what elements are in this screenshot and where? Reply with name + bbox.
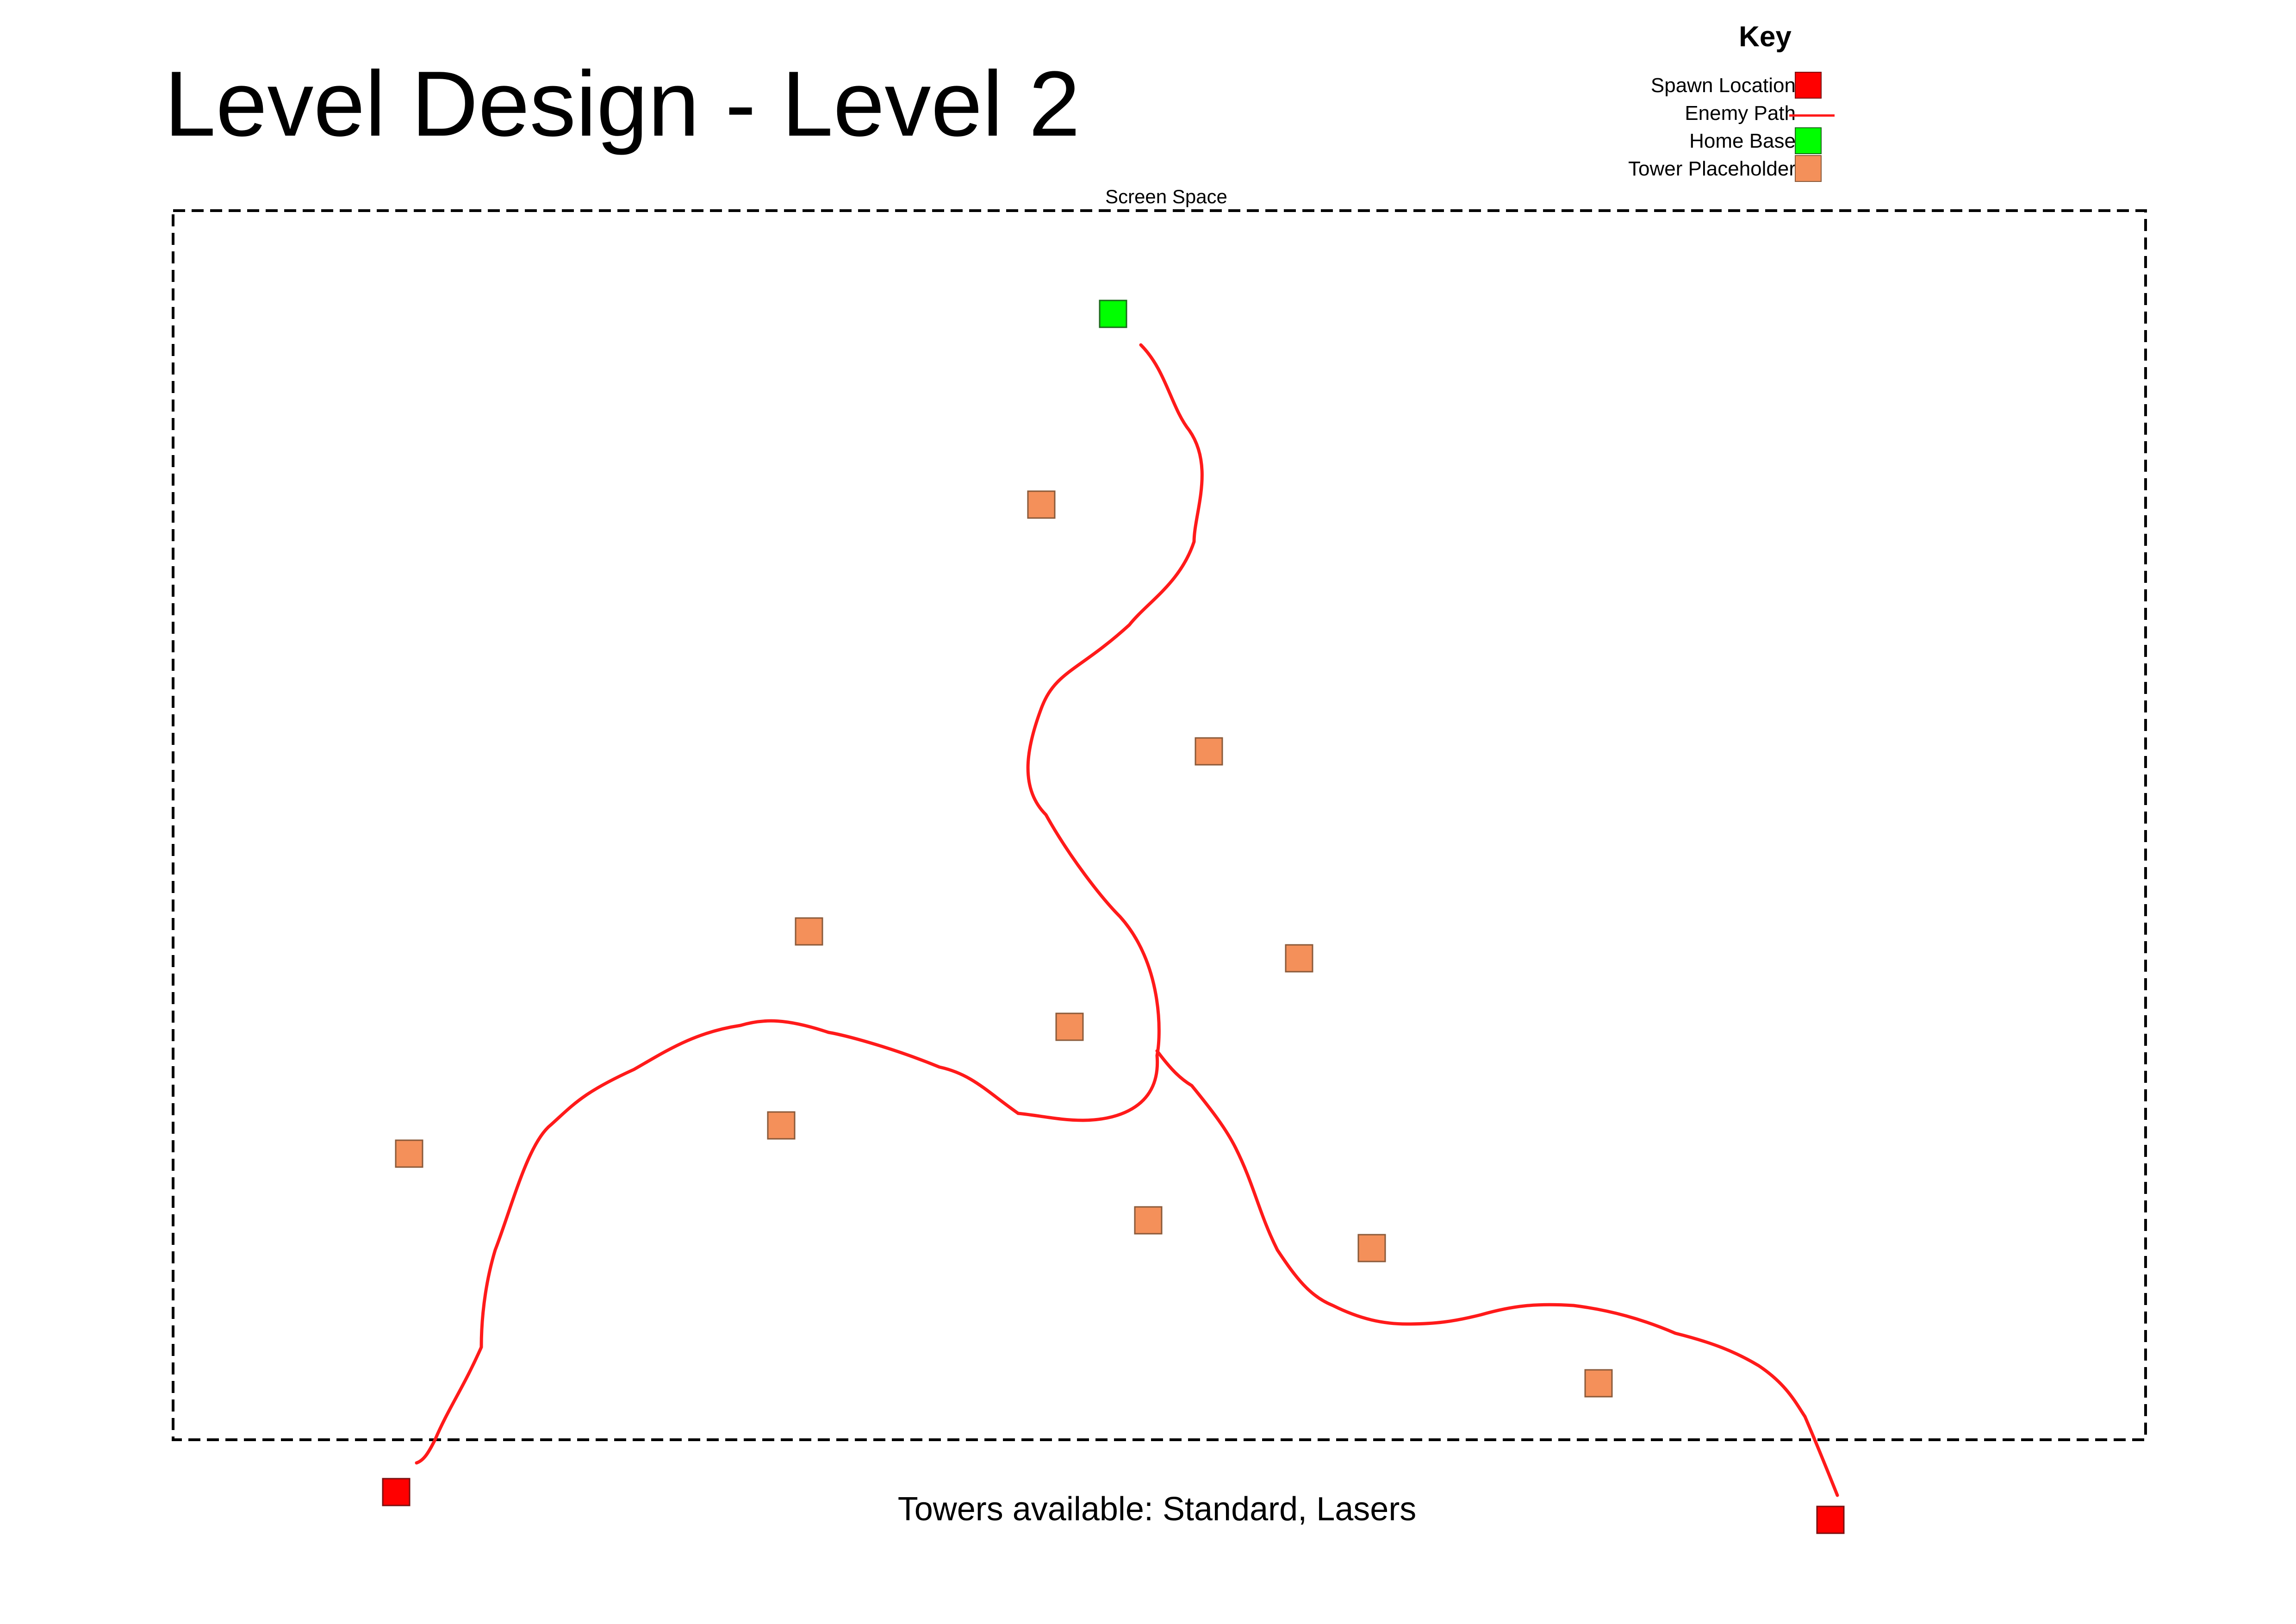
tower-placeholder [1055,1012,1084,1041]
spawn-location-left [382,1478,411,1506]
tower-placeholders [395,490,1613,1398]
tower-placeholder [395,1139,423,1168]
enemy-path-left-branch [415,1019,1020,1465]
spawn-location-right [1816,1505,1845,1534]
legend-heading: Key [1739,21,1792,53]
legend-item-home-base: Home Base [1527,127,1860,155]
tower-placeholder [767,1111,796,1140]
tower-placeholder [1357,1234,1386,1262]
legend-label: Enemy Path [1685,102,1796,125]
home-base-square-icon [1795,127,1822,154]
legend: Key Spawn Location Enemy Path Home Base … [1527,14,1860,199]
tower-placeholder [1584,1369,1613,1398]
tower-placeholder [1134,1206,1163,1235]
towers-available-note: Towers available: Standard, Lasers [897,1491,1417,1528]
home-base [1099,300,1127,328]
page-title: Level Design - Level 2 [164,52,1080,156]
tower-placeholder [795,917,823,946]
screen-space-boundary [172,209,2147,1441]
legend-item-spawn-location: Spawn Location [1527,72,1860,100]
legend-label: Tower Placeholder [1628,157,1796,180]
tower-placeholder [1195,737,1223,766]
legend-item-enemy-path: Enemy Path [1527,100,1860,127]
path-line-icon [1789,114,1835,117]
screen-space-label: Screen Space [1105,186,1227,207]
enemy-path-right-branch [1155,1049,1839,1497]
tower-placeholder [1285,944,1313,973]
legend-item-tower-placeholder: Tower Placeholder [1527,155,1860,183]
legend-label: Home Base [1689,130,1796,152]
spawn-square-icon [1795,72,1822,99]
legend-label: Spawn Location [1650,74,1796,97]
tower-placeholder [1027,490,1056,519]
tower-square-icon [1795,155,1822,182]
enemy-path-to-base [1016,343,1204,1122]
